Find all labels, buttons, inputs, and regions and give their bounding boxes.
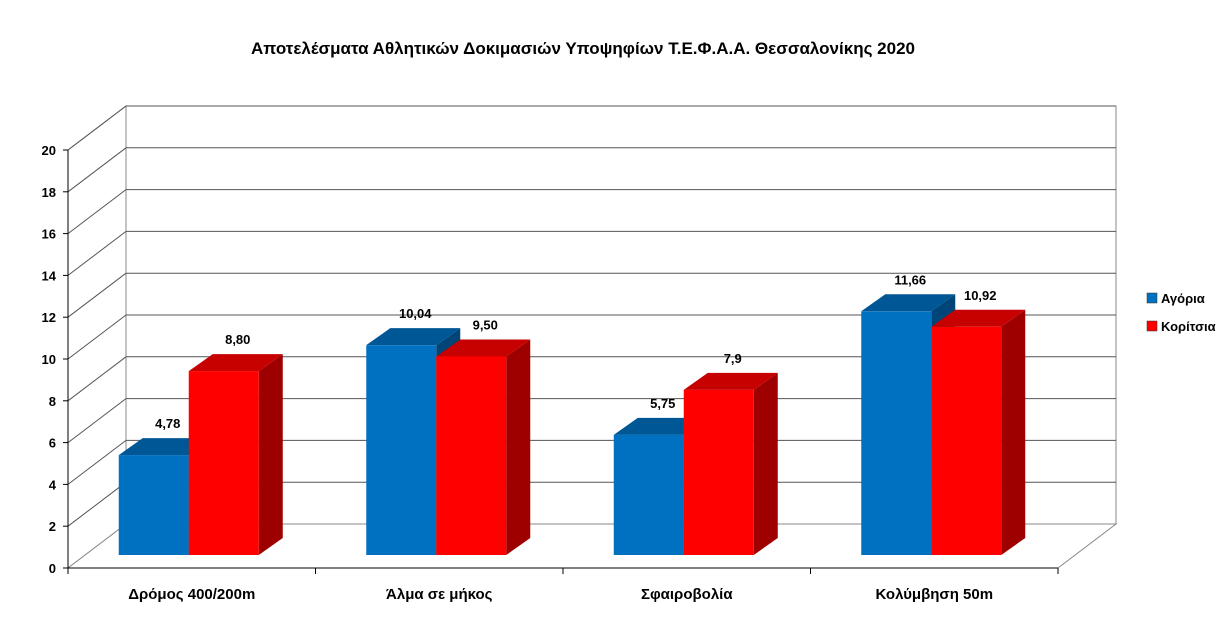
bar-front: [436, 356, 507, 555]
bar-front: [118, 455, 189, 555]
bar-front: [861, 311, 932, 555]
y-tick-label: 12: [42, 310, 56, 325]
data-label: 5,75: [650, 396, 675, 411]
legend-label: Κορίτσια: [1161, 319, 1216, 334]
gridline-side: [67, 189, 127, 234]
x-category-label: Άλμα σε μήκος: [386, 586, 493, 603]
bar-side: [1001, 309, 1026, 555]
y-tick-label: 14: [42, 268, 57, 283]
bar-girls: [931, 309, 1026, 555]
data-label: 10,92: [964, 288, 997, 303]
gridline-side: [67, 440, 127, 485]
data-label: 10,04: [399, 306, 432, 321]
gridline-side: [67, 147, 127, 193]
y-tick-label: 10: [42, 352, 56, 367]
y-tick-label: 8: [49, 394, 56, 409]
y-tick-label: 16: [42, 227, 56, 242]
y-tick-label: 18: [42, 185, 56, 200]
bar-top: [436, 339, 531, 357]
legend-swatch: [1146, 320, 1158, 332]
gridline-side: [67, 314, 127, 360]
data-label: 9,50: [473, 317, 498, 332]
data-label: 11,66: [894, 272, 926, 287]
bar-girls: [436, 339, 531, 555]
gridline-side: [67, 398, 127, 443]
gridline-side: [67, 356, 127, 402]
data-label: 4,78: [155, 416, 180, 431]
x-category-label: Δρόμος 400/200m: [128, 586, 255, 603]
y-tick-label: 6: [49, 436, 56, 451]
gridline-side: [67, 481, 127, 527]
axes: 0 2 4 6 8 10 12 14 16 18 20 Δρόμος 400/200m Άλμα σε …: [42, 143, 1059, 603]
y-tick-label: 0: [49, 561, 56, 576]
bar-girls: [683, 372, 778, 555]
data-label: 8,80: [225, 332, 250, 347]
y-tick-label: 4: [49, 477, 57, 492]
chart-title: Αποτελέσματα Αθλητικών Δοκιμασιών Υποψηφ…: [251, 39, 915, 58]
legend-label: Αγόρια: [1161, 291, 1205, 306]
bar-front: [188, 371, 259, 555]
bar-side: [258, 354, 283, 555]
legend-swatch: [1146, 292, 1158, 304]
bar-top: [188, 354, 283, 372]
bar-top: [931, 309, 1026, 327]
gridline-side: [67, 231, 127, 276]
bar-front: [683, 389, 754, 555]
bar-side: [506, 339, 531, 555]
bar-top: [861, 294, 956, 312]
bar-front: [613, 434, 684, 555]
bar-front: [931, 326, 1002, 555]
x-category-label: Κολύμβηση 50m: [875, 586, 993, 603]
y-tick-label: 2: [49, 519, 56, 534]
gridline-side: [67, 105, 127, 151]
gridline-side: [67, 272, 127, 318]
bar-girls: [188, 354, 283, 555]
bars: [118, 294, 1026, 555]
data-label: 7,9: [724, 351, 742, 366]
bar-side: [753, 372, 778, 555]
data-labels: 4,78 8,80 10,04 9,50 5,75 7,9 11,66 10,92: [155, 272, 996, 431]
x-category-label: Σφαιροβολία: [641, 586, 733, 603]
y-tick-label: 20: [42, 143, 56, 158]
bar-top: [366, 328, 461, 346]
legend: Αγόρια Κορίτσια: [1146, 291, 1216, 334]
bar-top: [683, 372, 778, 390]
bar-front: [366, 345, 437, 555]
